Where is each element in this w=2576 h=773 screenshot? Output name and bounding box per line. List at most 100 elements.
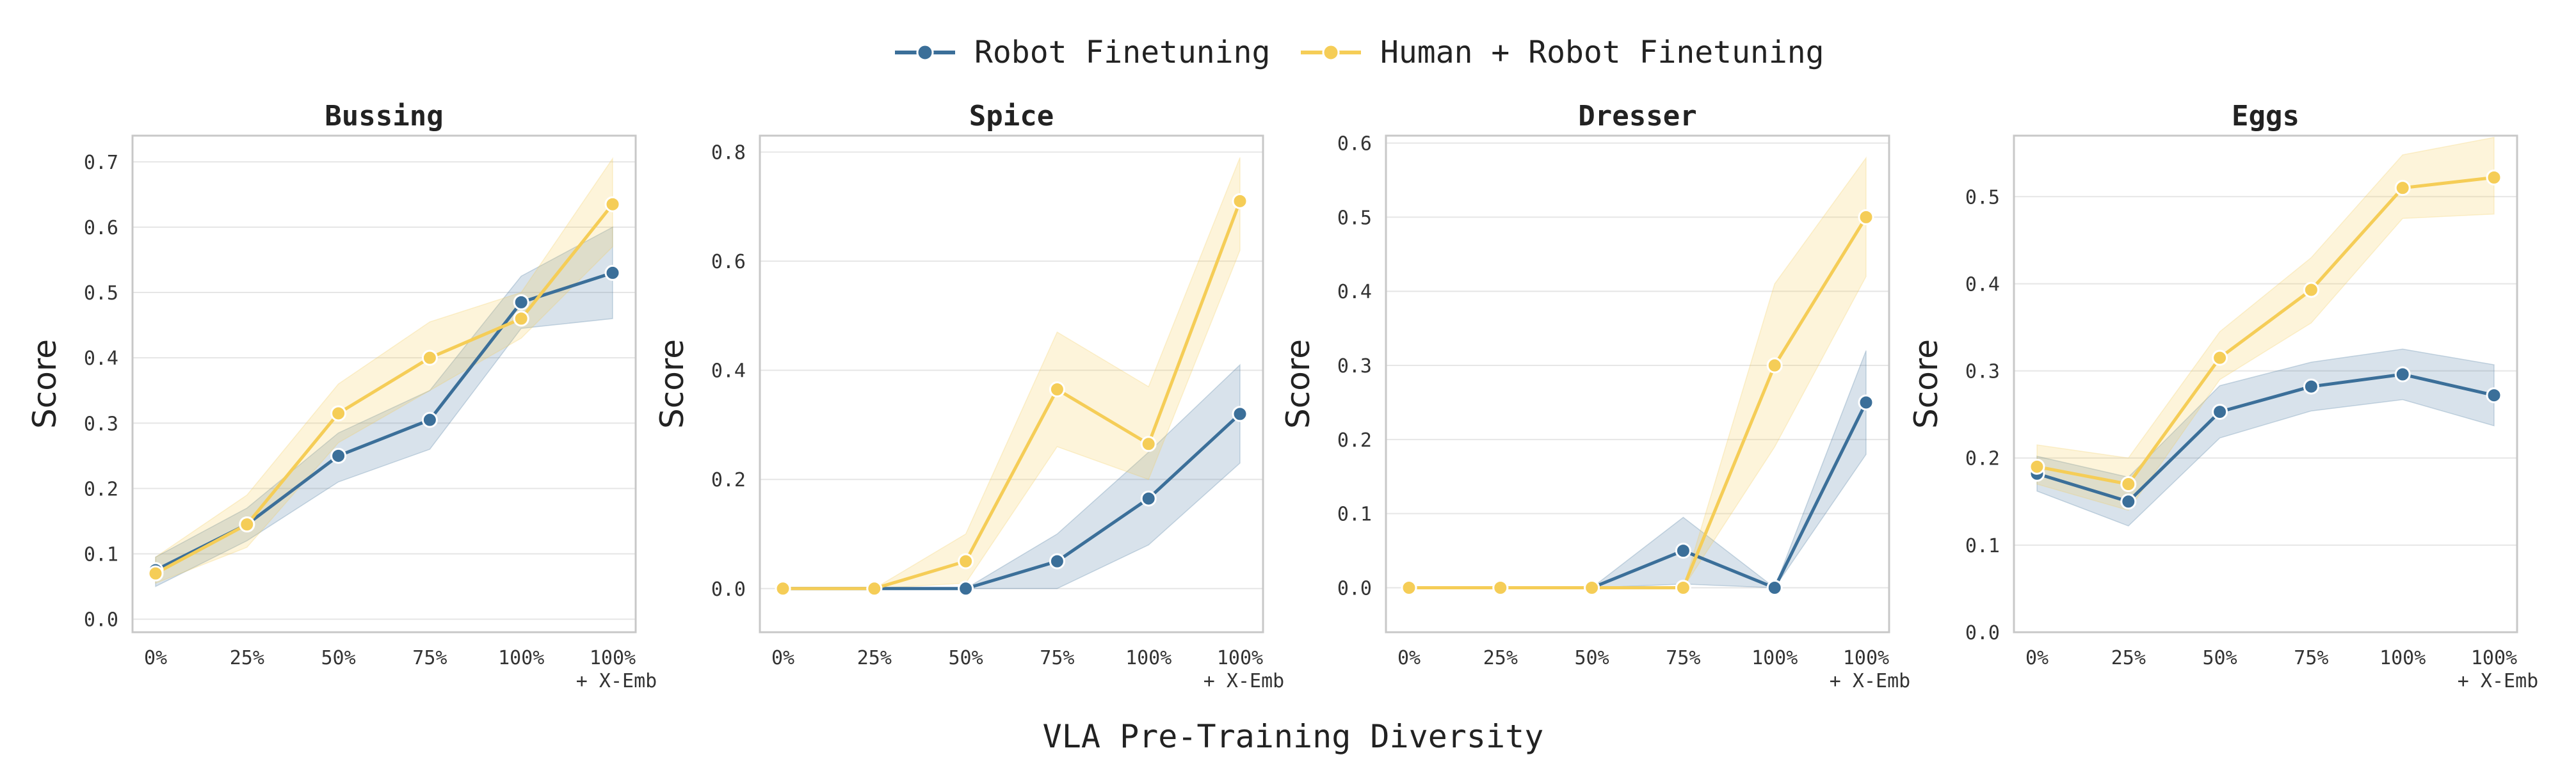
- legend-robot-marker: [916, 44, 934, 61]
- human-point: [2212, 349, 2228, 366]
- robot-point: [958, 580, 974, 597]
- y-tick-label: 0.2: [711, 469, 746, 491]
- x-tick-label: 100%: [1751, 647, 1798, 669]
- y-tick-label: 0.5: [1337, 207, 1372, 229]
- y-tick-label: 0.0: [1337, 578, 1372, 600]
- x-tick-label: 75%: [412, 647, 447, 669]
- human-point: [1232, 193, 1248, 209]
- legend-robot-label: Robot Finetuning: [974, 35, 1270, 70]
- y-axis-label: Score: [1280, 339, 1317, 429]
- panel-eggs: 0.0 0.1 0.2 0.3 0.4 0.5 0% 25% 50% 75% 100% 100% + X…: [1908, 100, 2538, 692]
- robot-point: [2120, 493, 2137, 510]
- x-tick-label: 100% + X-Emb: [1830, 647, 1910, 692]
- x-tick-label: 0%: [144, 647, 167, 669]
- plot-frame: [1385, 134, 1890, 634]
- y-tick-label: 0.6: [711, 251, 746, 273]
- human-point: [1401, 580, 1417, 596]
- y-axis-label: Score: [1908, 339, 1945, 429]
- panel-spice: 0.0 0.2 0.4 0.6 0.8 0% 25% 50% 75% 100% 100% + X-Em…: [654, 100, 1284, 692]
- human-point: [2029, 458, 2045, 475]
- legend-human-marker: [1322, 44, 1340, 61]
- human-point: [330, 405, 347, 422]
- x-tick-label: 50%: [2203, 647, 2237, 669]
- human-point: [2486, 169, 2502, 186]
- panel-title: Dresser: [1578, 100, 1696, 132]
- y-tick-label: 0.2: [1965, 448, 2000, 470]
- human-point: [1492, 580, 1509, 596]
- panel-dresser: 0.0 0.1 0.2 0.3 0.4 0.5 0.6 0% 25% 50% 75% 100% 100%…: [1280, 100, 1910, 692]
- robot-point: [2394, 366, 2411, 383]
- robot-point: [513, 294, 529, 310]
- x-tick-label: 75%: [1040, 647, 1074, 669]
- y-tick-label: 0.4: [1965, 273, 2000, 296]
- y-tick-label: 0.1: [1965, 535, 2000, 557]
- x-tick-label: 100%: [498, 647, 544, 669]
- panel-bussing: 0.0 0.1 0.2 0.3 0.4 0.5 0.6 0.7 0% 25% 50% 75% 100% 1…: [26, 100, 657, 692]
- human-point: [866, 580, 883, 597]
- human-point: [775, 580, 791, 597]
- human-point: [1675, 580, 1691, 596]
- x-tick-label: 100%: [2379, 647, 2426, 669]
- y-tick-label: 0.5: [1965, 186, 2000, 209]
- human-point: [1584, 580, 1600, 596]
- human-point: [2394, 180, 2411, 196]
- robot-point: [421, 411, 438, 428]
- human-series-line: [2036, 175, 2495, 486]
- y-tick-label: 0.1: [84, 543, 118, 566]
- y-tick-label: 0.4: [84, 347, 118, 370]
- human-series-line: [154, 203, 614, 575]
- human-series-line: [1409, 216, 1868, 590]
- y-tick-label: 0.6: [1337, 133, 1372, 155]
- human-confidence-band: [1409, 156, 1867, 589]
- plot-frame: [2013, 134, 2518, 634]
- panel-title: Bussing: [325, 100, 443, 132]
- human-point: [1049, 381, 1065, 398]
- robot-point: [1675, 543, 1691, 559]
- human-point: [1140, 436, 1157, 452]
- x-tick-label: 75%: [1666, 647, 1700, 669]
- plot-frame: [759, 134, 1264, 634]
- y-tick-label: 0.0: [1965, 622, 2000, 644]
- human-point: [1858, 209, 1874, 225]
- robot-point: [604, 264, 621, 281]
- y-tick-label: 0.2: [1337, 429, 1372, 452]
- x-tick-label: 50%: [1575, 647, 1609, 669]
- x-tick-label: 75%: [2294, 647, 2328, 669]
- robot-point: [1232, 406, 1248, 422]
- human-point: [2120, 476, 2137, 493]
- y-tick-label: 0.3: [1337, 355, 1372, 378]
- human-series-line: [783, 200, 1242, 591]
- y-tick-label: 0.0: [84, 609, 118, 632]
- y-tick-label: 0.6: [84, 217, 118, 239]
- human-point: [421, 349, 438, 366]
- human-point: [2303, 282, 2319, 298]
- x-tick-label: 0%: [1397, 647, 1421, 669]
- robot-series-line: [2036, 372, 2495, 504]
- y-tick-label: 0.8: [711, 142, 746, 164]
- x-tick-label: 25%: [2111, 647, 2146, 669]
- y-tick-label: 0.0: [711, 578, 746, 601]
- legend-human-label: Human + Robot Finetuning: [1380, 35, 1824, 70]
- robot-point: [2303, 378, 2319, 395]
- y-tick-label: 0.2: [84, 478, 118, 500]
- human-point: [513, 310, 529, 327]
- x-tick-label: 25%: [857, 647, 892, 669]
- robot-point: [1766, 580, 1783, 596]
- y-tick-label: 0.5: [84, 282, 118, 305]
- y-axis-label: Score: [26, 339, 63, 429]
- y-axis-label: Score: [654, 339, 691, 429]
- x-tick-label: 0%: [771, 647, 794, 669]
- y-tick-label: 0.7: [84, 152, 118, 174]
- y-tick-label: 0.3: [1965, 361, 2000, 383]
- y-tick-label: 0.1: [1337, 504, 1372, 526]
- panel-title: Spice: [969, 100, 1054, 132]
- x-tick-label: 25%: [1483, 647, 1518, 669]
- robot-point: [2486, 387, 2502, 404]
- x-tick-label: 100% + X-Emb: [1203, 647, 1284, 692]
- human-point: [604, 196, 621, 212]
- human-point: [958, 553, 974, 570]
- human-confidence-band: [155, 157, 613, 584]
- robot-point: [1140, 490, 1157, 507]
- x-axis-label: VLA Pre-Training Diversity: [1043, 718, 1544, 755]
